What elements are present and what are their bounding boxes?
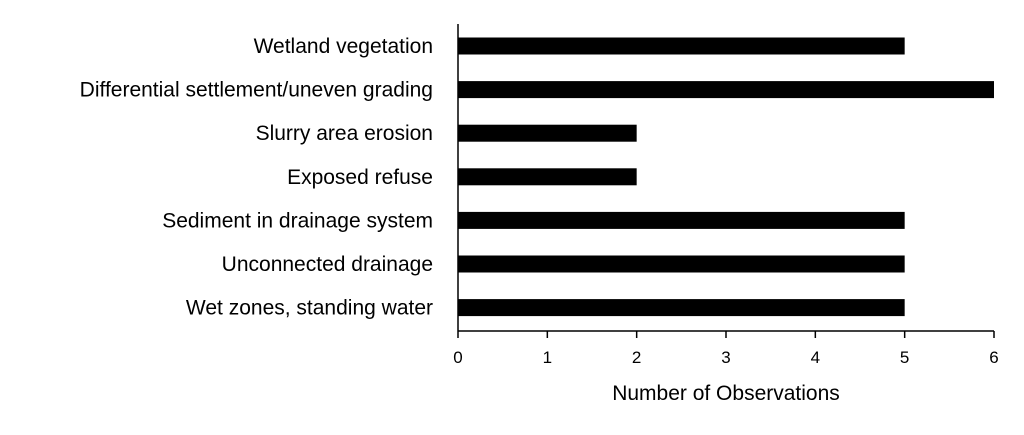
bar (458, 124, 637, 142)
category-label: Differential settlement/uneven grading (80, 79, 433, 102)
x-tick-label: 3 (721, 348, 730, 367)
bars-group (458, 37, 994, 317)
bar (458, 168, 637, 186)
x-tick-label: 1 (543, 348, 552, 367)
x-tick-label: 4 (811, 348, 820, 367)
x-tick-label: 0 (453, 348, 462, 367)
category-label: Unconnected drainage (222, 253, 433, 276)
category-label: Exposed refuse (287, 166, 433, 189)
category-labels: Wetland vegetation Differential settlemen… (80, 35, 433, 320)
x-axis-ticks: 0 1 2 3 4 5 6 (453, 331, 999, 367)
x-tick-label: 5 (900, 348, 909, 367)
bar (458, 255, 905, 273)
bar (458, 37, 905, 55)
category-label: Wet zones, standing water (186, 297, 433, 320)
category-label: Wetland vegetation (254, 35, 433, 58)
x-tick-label: 6 (989, 348, 998, 367)
bar (458, 81, 994, 99)
category-label: Sediment in drainage system (162, 209, 433, 232)
bar (458, 299, 905, 317)
bar (458, 211, 905, 229)
x-axis-title: Number of Observations (612, 382, 840, 405)
x-tick-label: 2 (632, 348, 641, 367)
category-label: Slurry area erosion (256, 122, 433, 145)
